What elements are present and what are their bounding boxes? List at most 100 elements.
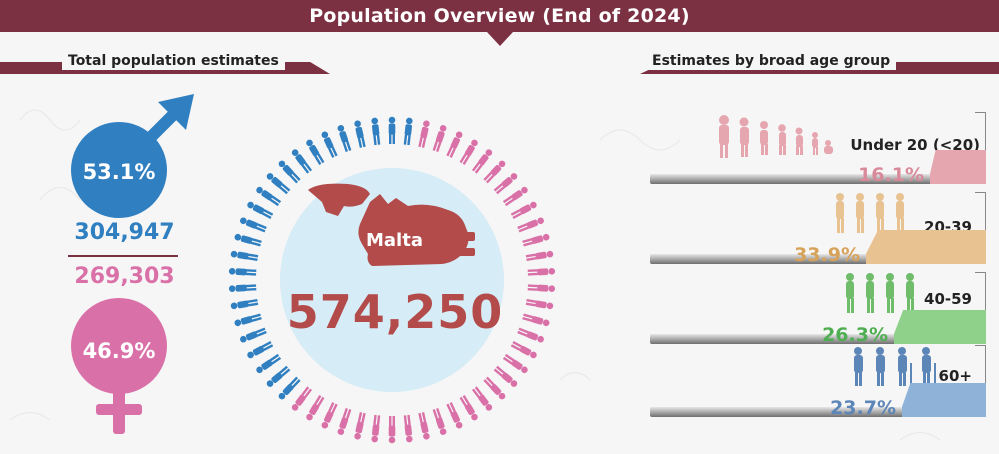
section-header-age: Estimates by broad age group	[640, 52, 999, 74]
ring-person	[510, 341, 537, 359]
age-fill-60-plus	[902, 383, 986, 417]
age-fill-20-39	[866, 230, 986, 264]
age-label-40-59: 40-59	[924, 290, 972, 308]
male-count: 304,947	[74, 220, 175, 245]
total-population: 574,250	[286, 285, 504, 339]
ring-person	[256, 186, 282, 207]
age-pct-20-39: 33.9%	[794, 244, 860, 266]
ring-person	[418, 412, 430, 440]
ring-person	[247, 341, 274, 359]
age-fill-under-20	[930, 150, 986, 184]
ring-person	[234, 233, 262, 247]
ring-person	[371, 117, 381, 146]
ring-person	[291, 149, 313, 174]
gender-divider	[68, 255, 178, 257]
age-fill-40-59	[894, 310, 986, 344]
female-count: 269,303	[74, 264, 175, 289]
ring-person	[337, 407, 352, 435]
country-label: Malta	[366, 230, 423, 251]
ring-person	[432, 407, 447, 435]
age-track	[650, 334, 986, 344]
ring-person	[278, 160, 301, 184]
gender-symbols	[71, 94, 194, 434]
malta-map-icon	[308, 183, 475, 266]
ring-person	[525, 299, 554, 310]
ring-person	[234, 313, 262, 327]
population-ring	[228, 116, 556, 444]
age-pct-under-20: 16.1%	[858, 164, 924, 186]
row-bracket	[975, 272, 986, 339]
ring-person	[459, 394, 478, 421]
adults-walking-icon	[846, 273, 914, 313]
male-percentage: 53.1%	[82, 160, 156, 184]
age-pct-60-plus: 23.7%	[830, 397, 896, 419]
age-label-under-20: Under 20 (<20)	[850, 136, 980, 154]
ring-person	[517, 217, 544, 233]
ring-person	[493, 173, 518, 195]
age-track	[650, 174, 986, 184]
ring-person	[230, 299, 259, 310]
ring-person	[418, 120, 430, 148]
ring-person	[403, 414, 413, 443]
ring-person	[230, 250, 259, 261]
ring-person	[247, 201, 274, 219]
section-title-total: Total population estimates	[62, 52, 285, 70]
ring-person	[527, 284, 556, 292]
age-pct-40-59: 26.3%	[822, 324, 888, 346]
ring-person	[240, 327, 267, 343]
age-track	[650, 407, 986, 417]
ring-person	[337, 125, 352, 153]
ring-person	[527, 268, 556, 276]
walking-people-ring-icon	[228, 116, 556, 444]
children-walking-icon	[719, 115, 833, 158]
ring-person	[291, 386, 313, 411]
ring-person	[471, 149, 493, 174]
ring-person	[354, 412, 366, 440]
ring-person	[388, 416, 396, 444]
ring-person	[388, 116, 396, 144]
section-title-age: Estimates by broad age group	[646, 52, 897, 70]
ring-person	[446, 402, 463, 429]
ring-person	[228, 268, 257, 276]
ring-person	[321, 402, 338, 429]
row-bracket	[975, 112, 986, 179]
ring-person	[266, 365, 291, 387]
ring-person	[256, 353, 282, 374]
row-bracket	[975, 192, 986, 259]
young-adults-walking-icon	[836, 193, 904, 233]
male-symbol-icon	[71, 94, 194, 218]
ring-person	[471, 386, 493, 411]
ring-person	[502, 353, 528, 374]
age-row-40-59: 40-59 26.3%	[646, 272, 986, 352]
ring-person	[493, 365, 518, 387]
ring-person	[502, 186, 528, 207]
ring-person	[483, 160, 506, 184]
ring-person	[522, 233, 550, 247]
section-header-total: Total population estimates	[0, 52, 330, 74]
elderly-walking-icon	[854, 347, 936, 386]
female-symbol-icon	[71, 298, 167, 434]
ring-person	[266, 173, 291, 195]
ring-person	[510, 201, 537, 219]
page-title-banner: Population Overview (End of 2024)	[0, 0, 999, 32]
age-row-20-39: 20-39 33.9%	[646, 192, 986, 272]
ring-person	[459, 139, 478, 166]
ring-person	[240, 217, 267, 233]
ring-person	[483, 376, 506, 400]
age-label-60-plus: 60+	[938, 367, 972, 385]
age-row-under-20: Under 20 (<20) 16.1%	[646, 112, 986, 192]
ring-person	[432, 125, 447, 153]
ring-person	[403, 117, 413, 146]
ring-person	[446, 131, 463, 158]
ring-person	[321, 131, 338, 158]
ring-person	[306, 139, 325, 166]
female-percentage: 46.9%	[82, 339, 156, 363]
ring-person	[371, 414, 381, 443]
ring-person	[522, 313, 550, 327]
row-bracket	[975, 345, 986, 412]
age-track	[650, 254, 986, 264]
ring-person	[278, 376, 301, 400]
age-row-60-plus: 60+ 23.7%	[646, 345, 986, 425]
ring-person	[517, 327, 544, 343]
page-title: Population Overview (End of 2024)	[309, 5, 690, 27]
